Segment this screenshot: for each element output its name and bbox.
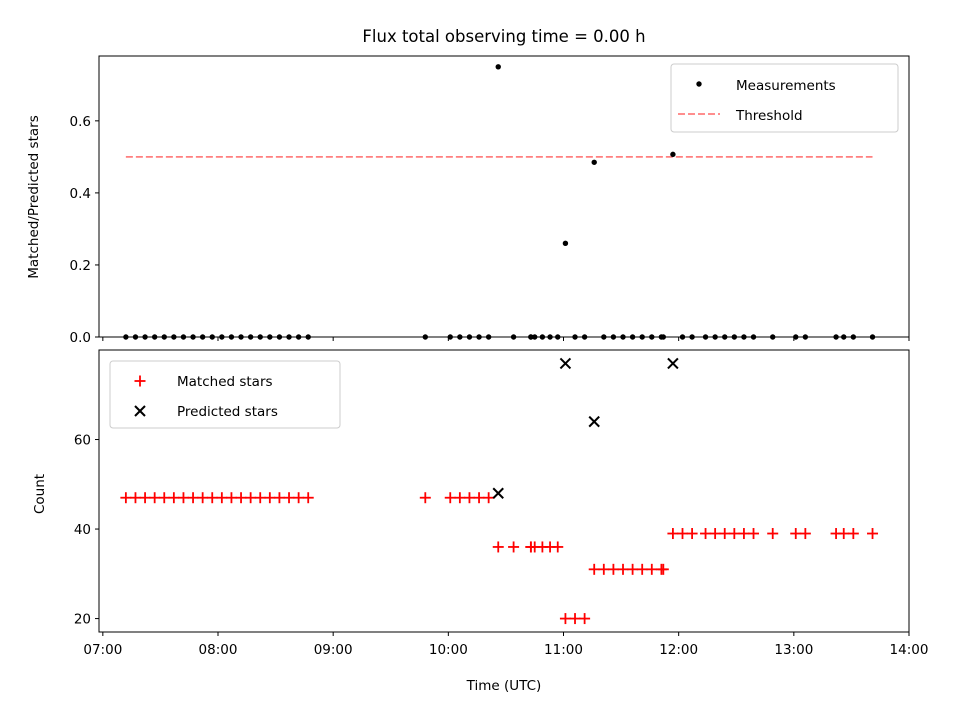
matched-star-point — [206, 492, 218, 504]
matched-star-point — [254, 492, 266, 504]
bottom-x-tick-label: 13:00 — [774, 642, 813, 658]
legend-predicted-marker — [134, 405, 146, 417]
predicted-star-point — [667, 357, 679, 370]
matched-star-point — [738, 528, 750, 540]
top-y-tick-label: 0.0 — [70, 330, 91, 346]
matched-star-point — [168, 492, 180, 504]
matched-star-point — [225, 492, 237, 504]
matched-star-point — [473, 492, 485, 504]
matched-star-point — [216, 492, 228, 504]
matched-star-point — [700, 528, 712, 540]
predicted-star-point — [559, 357, 572, 370]
matched-star-point — [667, 528, 679, 540]
matched-star-point — [709, 528, 721, 540]
bottom-x-tick-label: 11:00 — [544, 642, 583, 658]
legend-bottom: Matched stars Predicted stars — [109, 360, 341, 429]
matched-star-point — [847, 528, 859, 540]
matched-star-point — [552, 541, 564, 553]
measurement-point — [591, 159, 597, 165]
matched-star-point — [139, 492, 151, 504]
matched-star-point — [177, 492, 189, 504]
matched-star-point — [677, 528, 689, 540]
matched-star-point — [838, 528, 850, 540]
legend-top: Measurements Threshold — [670, 63, 899, 133]
top-y-tick-label: 0.6 — [70, 114, 91, 130]
matched-star-point — [273, 492, 285, 504]
matched-star-point — [463, 492, 475, 504]
predicted-star-point — [492, 487, 504, 499]
legend-threshold-label: Threshold — [735, 108, 803, 124]
bottom-axes-frame — [98, 349, 910, 633]
bottom-x-tick-label: 14:00 — [890, 642, 929, 658]
bottom-y-tick-label: 40 — [74, 522, 91, 538]
predicted-star-point — [588, 415, 600, 428]
matched-star-point — [444, 492, 456, 504]
matched-star-point — [617, 563, 629, 575]
bottom-x-tick-label: 12:00 — [659, 642, 698, 658]
bottom-x-tick-label: 10:00 — [429, 642, 468, 658]
matched-star-point — [293, 492, 305, 504]
matched-star-point — [867, 528, 879, 540]
chart-title: Flux total observing time = 0.00 h — [362, 27, 645, 46]
matched-star-point — [569, 613, 581, 625]
matched-star-point — [492, 541, 504, 553]
matched-star-point — [264, 492, 276, 504]
top-y-tick-label: 0.4 — [70, 186, 91, 202]
matched-star-point — [579, 613, 591, 625]
legend-bottom-box — [109, 360, 341, 429]
matched-star-point — [598, 563, 610, 575]
measurement-point — [495, 64, 501, 70]
matched-star-point — [158, 492, 170, 504]
matched-star-point — [636, 563, 648, 575]
matched-star-point — [767, 528, 779, 540]
legend-matched-label: Matched stars — [177, 374, 273, 390]
legend-measurements-label: Measurements — [736, 78, 836, 94]
matched-star-point — [245, 492, 257, 504]
matched-star-point — [419, 492, 431, 504]
matched-star-point — [283, 492, 295, 504]
matched-star-point — [508, 541, 520, 553]
matched-star-point — [129, 492, 141, 504]
bottom-y-tick-label: 20 — [74, 612, 91, 628]
legend-matched-marker — [134, 375, 146, 387]
matched-star-point — [454, 492, 466, 504]
matched-star-point — [588, 563, 600, 575]
legend-measurements-marker — [696, 81, 702, 87]
matched-star-point — [120, 492, 132, 504]
matched-star-point — [657, 563, 669, 575]
matched-star-point — [686, 528, 698, 540]
legend-top-box — [670, 63, 899, 133]
bottom-y-tick-label: 60 — [74, 433, 91, 449]
measurement-point — [670, 151, 676, 158]
matched-star-point — [646, 563, 658, 575]
matched-star-point — [790, 528, 802, 540]
bottom-x-tick-label: 08:00 — [199, 642, 238, 658]
matched-star-point — [728, 528, 740, 540]
matched-star-point — [607, 563, 619, 575]
bottom-y-axis-label: Count — [32, 474, 48, 514]
top-y-axis-label: Matched/Predicted stars — [26, 115, 42, 278]
matched-star-point — [187, 492, 199, 504]
bottom-x-tick-label: 09:00 — [314, 642, 353, 658]
matched-star-point — [483, 492, 495, 504]
matched-star-point — [197, 492, 209, 504]
bottom-x-tick-label: 07:00 — [83, 642, 122, 658]
matched-star-point — [799, 528, 811, 540]
matched-star-point — [719, 528, 731, 540]
matched-star-point — [559, 613, 571, 625]
matched-star-point — [627, 563, 639, 575]
matched-star-point — [235, 492, 247, 504]
matched-star-point — [748, 528, 760, 540]
matched-star-point — [302, 492, 314, 504]
x-axis-label: Time (UTC) — [466, 678, 542, 694]
legend-predicted-label: Predicted stars — [177, 404, 278, 420]
top-axes-frame — [98, 55, 910, 338]
measurement-point — [562, 240, 569, 247]
top-y-tick-label: 0.2 — [70, 258, 91, 274]
matched-star-point — [149, 492, 161, 504]
